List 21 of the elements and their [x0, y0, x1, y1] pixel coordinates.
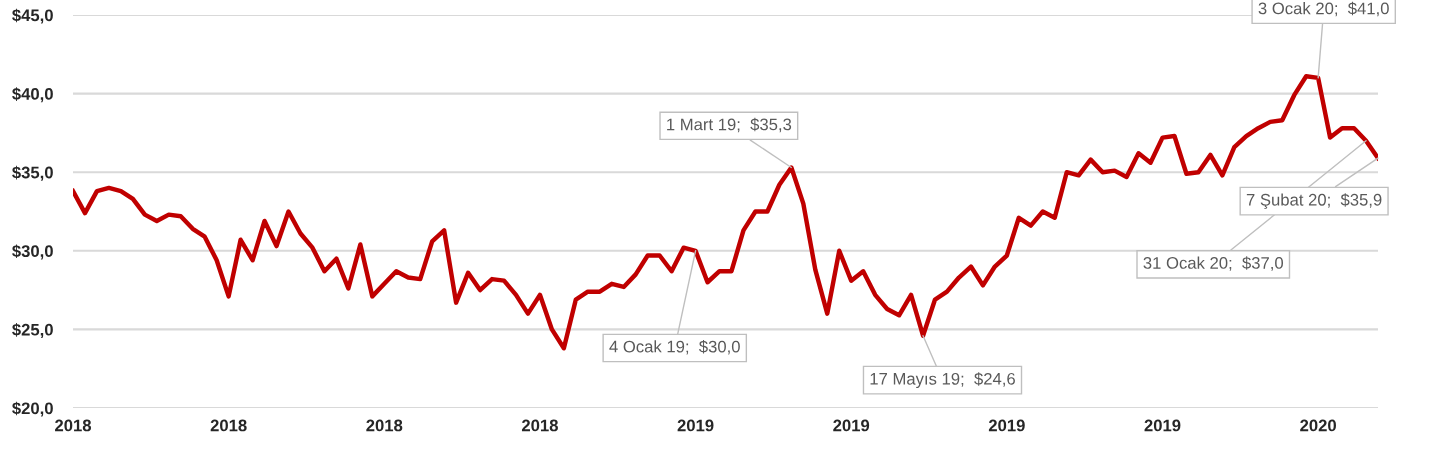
x-tick-label: 2018 [55, 419, 92, 432]
annotation: 31 Ocak 20; $37,0 [1143, 256, 1284, 271]
x-tick-label: 2018 [210, 419, 247, 432]
annotation: 1 Mart 19; $35,3 [667, 117, 792, 133]
annotation: 7 Şubat 20; $35,9 [1246, 193, 1382, 210]
y-tick-label: $45,0 [12, 8, 53, 24]
y-tick-label: $35,0 [12, 165, 53, 181]
x-tick-label: 2019 [988, 419, 1025, 432]
x-tick-label: 2019 [833, 419, 870, 432]
annotation: 17 Mayıs 19; $24,6 [870, 372, 1015, 389]
y-tick-label: $40,0 [12, 87, 53, 103]
annotation: 3 Ocak 20; $41,0 [1258, 1, 1389, 17]
y-tick-label: $20,0 [12, 401, 53, 417]
x-tick-label: 2018 [521, 419, 558, 432]
y-tick-label: $30,0 [12, 244, 53, 260]
annotation: 4 Ocak 19; $30,0 [609, 339, 740, 355]
x-tick-label: 2019 [677, 419, 714, 432]
x-tick-label: 2019 [1144, 419, 1181, 432]
y-tick-label: $25,0 [12, 323, 53, 339]
x-tick-label: 2018 [366, 419, 403, 432]
x-tick-label: 2020 [1300, 419, 1336, 432]
